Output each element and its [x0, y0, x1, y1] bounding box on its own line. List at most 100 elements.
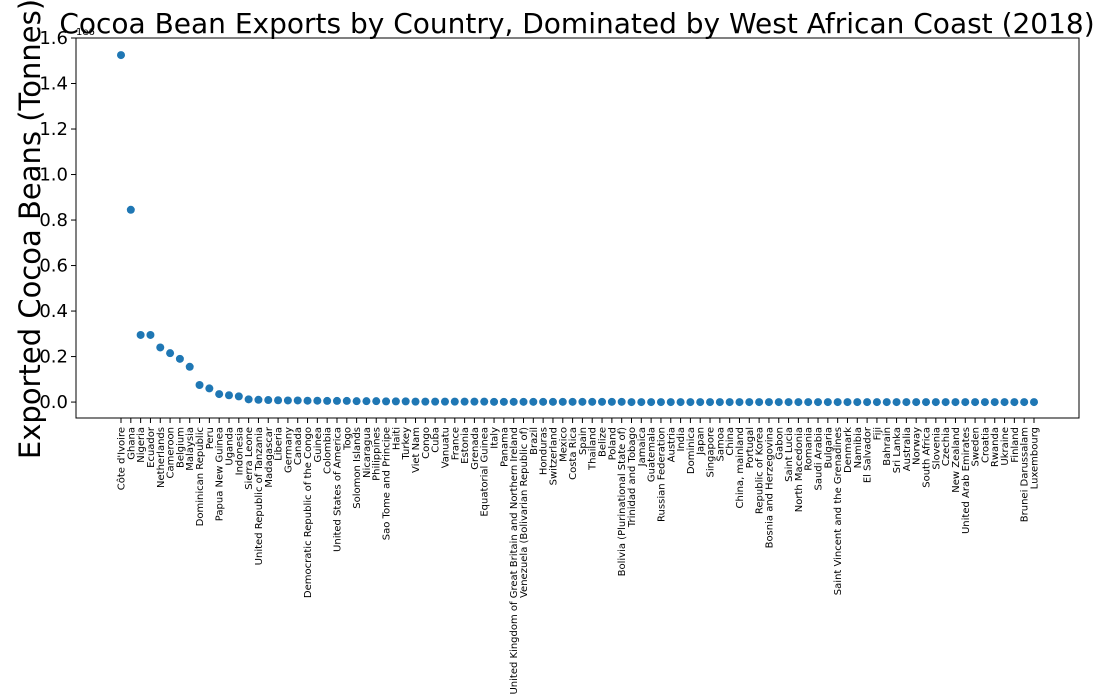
x-tick-label: Czechia	[941, 427, 952, 466]
data-point	[735, 398, 744, 407]
x-tick-label: Nigeria	[136, 427, 147, 463]
data-point	[421, 397, 430, 406]
x-tick-label: Guinea	[313, 427, 324, 462]
data-point	[499, 397, 508, 406]
data-point	[401, 397, 410, 406]
x-tick-label: Sao Tome and Principe	[382, 427, 393, 540]
data-point	[578, 397, 587, 406]
x-tick-label: Trinidad and Tobago	[627, 427, 638, 528]
data-point	[1010, 398, 1019, 407]
x-tick-label: United Arab Emirates	[961, 427, 972, 534]
data-point	[205, 384, 214, 393]
y-tick-label: 0.6	[39, 256, 68, 277]
x-tick-label: Luxembourg	[1030, 427, 1041, 489]
data-point	[185, 362, 194, 371]
data-point	[156, 343, 165, 352]
x-tick-label: Guatemala	[647, 427, 658, 482]
data-point	[509, 397, 518, 406]
x-tick-label: Republic of Korea	[755, 427, 766, 514]
x-tick-label: Turkey	[401, 427, 412, 461]
data-point	[548, 397, 557, 406]
data-point	[323, 396, 332, 405]
x-tick-label: Russian Federation	[656, 427, 667, 522]
x-tick-label: Netherlands	[156, 427, 167, 488]
data-point	[804, 398, 813, 407]
x-tick-label: Samoa	[715, 427, 726, 461]
data-point	[764, 398, 773, 407]
data-point	[980, 398, 989, 407]
data-point	[332, 396, 341, 405]
data-point	[686, 398, 695, 407]
x-tick-label: Brazil	[529, 427, 540, 455]
y-tick-label: 1.6	[39, 28, 68, 49]
x-tick-label: Grenada	[470, 427, 481, 470]
x-tick-label: Sweden	[971, 427, 982, 467]
x-tick-label: Papua New Guinea	[215, 427, 226, 521]
x-tick-label: Peru	[205, 427, 216, 449]
x-tick-label: Poland	[607, 427, 618, 460]
y-tick-label: 0.4	[39, 301, 68, 322]
x-tick-label: Indonesia	[234, 427, 245, 475]
data-point	[617, 397, 626, 406]
data-point	[352, 397, 361, 406]
data-point	[656, 398, 665, 407]
data-point	[126, 205, 135, 214]
data-point	[912, 398, 921, 407]
x-tick-label: Solomon Islands	[352, 427, 363, 509]
x-tick-label: Panama	[499, 427, 510, 467]
y-tick-label: 1.0	[39, 165, 68, 186]
x-tick-label: Dominica	[686, 427, 697, 474]
x-tick-label: France	[450, 427, 461, 460]
x-tick-label: Mexico	[558, 427, 569, 462]
data-point	[342, 396, 351, 405]
data-point	[362, 397, 371, 406]
data-point	[951, 398, 960, 407]
x-tick-label: Congo	[421, 427, 432, 459]
data-point	[931, 398, 940, 407]
x-tick-label: Norway	[912, 427, 923, 465]
data-point	[1030, 398, 1038, 407]
data-point	[450, 397, 459, 406]
data-point	[725, 398, 734, 407]
data-point	[784, 398, 793, 407]
data-point	[234, 392, 243, 401]
data-point	[440, 397, 449, 406]
data-point	[215, 390, 224, 399]
x-tick-label: Switzerland	[548, 427, 559, 485]
x-tick-label: Venezuela (Bolivarian Republic of)	[519, 427, 530, 598]
x-tick-label: Liberia	[274, 427, 285, 461]
data-point	[607, 397, 616, 406]
data-point	[814, 398, 823, 407]
chart-title: Cocoa Bean Exports by Country, Dominated…	[59, 7, 1094, 40]
x-tick-label: Bahrain	[882, 427, 893, 466]
data-point	[460, 397, 469, 406]
x-tick-label: Uganda	[224, 427, 235, 466]
x-tick-label: Austria	[666, 427, 677, 462]
x-tick-label: Togo	[342, 427, 353, 451]
x-tick-label: Ghana	[126, 427, 137, 460]
data-point	[882, 398, 891, 407]
data-point	[254, 395, 263, 404]
x-tick-label: Gabon	[774, 427, 785, 460]
x-tick-label: Germany	[283, 427, 294, 473]
x-tick-label: Estonia	[460, 427, 471, 464]
x-tick-label: Nicaragua	[362, 427, 373, 478]
data-point	[676, 398, 685, 407]
x-tick-label: United Kingdom of Great Britain and Nort…	[509, 427, 520, 695]
x-tick-label: Fiji	[872, 427, 883, 440]
x-tick-label: Jamaica	[637, 427, 648, 467]
data-point	[627, 398, 636, 407]
data-point	[902, 398, 911, 407]
x-tick-label: Bolivia (Plurinational State of)	[617, 427, 628, 576]
data-point	[715, 398, 724, 407]
x-tick-label: Côte d'Ivoire	[116, 427, 128, 490]
x-tick-label: Slovenia	[931, 427, 942, 470]
x-tick-label: Haiti	[391, 427, 402, 450]
data-point	[529, 397, 538, 406]
data-point	[303, 396, 312, 405]
data-point	[195, 381, 204, 390]
data-point	[823, 398, 832, 407]
y-tick-label: 1.4	[39, 74, 68, 95]
x-tick-label: Honduras	[539, 427, 550, 475]
data-point	[224, 391, 233, 400]
